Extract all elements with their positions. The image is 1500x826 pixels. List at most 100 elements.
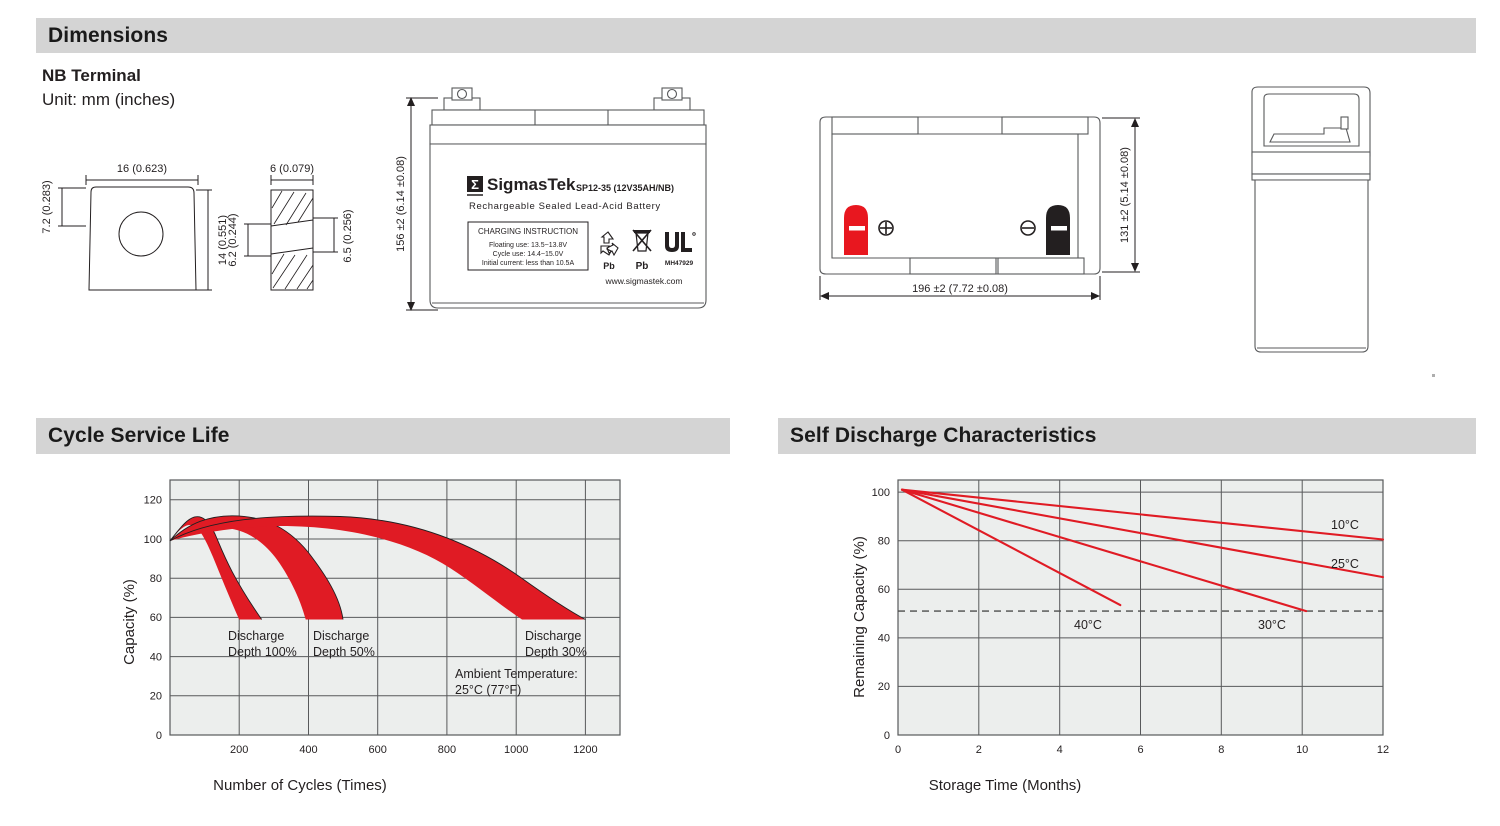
self-discharge-header-bar: Self Discharge Characteristics <box>778 418 1476 454</box>
cycle-curve-dod30 <box>169 515 586 620</box>
svg-text:20: 20 <box>878 681 890 693</box>
svg-text:1000: 1000 <box>504 744 528 756</box>
cycle-y-ticks: 120 100 80 60 40 20 0 <box>144 495 162 743</box>
brand-mark-glyph: Σ <box>471 177 479 192</box>
svg-text:40: 40 <box>878 633 890 645</box>
selfdischarge-label-10c: 10°C <box>1331 518 1359 532</box>
positive-terminal-icon <box>844 205 868 255</box>
svg-text:25°C (77°F): 25°C (77°F) <box>455 683 521 697</box>
selfdischarge-label-40c: 40°C <box>1074 618 1102 632</box>
svg-text:Depth 100%: Depth 100% <box>228 645 297 659</box>
selfdischarge-line-30c <box>900 488 1308 613</box>
no-dispose-bin-icon <box>632 229 652 252</box>
svg-text:600: 600 <box>369 744 387 756</box>
website-url: www.sigmastek.com <box>605 276 683 286</box>
recycle-label: Pb <box>603 261 615 271</box>
self-discharge-chart: 100 80 60 40 20 0 0 2 4 6 8 10 12 10°C 2… <box>840 462 1410 812</box>
svg-text:80: 80 <box>878 535 890 547</box>
battery-model: SP12-35 (12V35AH/NB) <box>576 183 674 193</box>
terminal-inner-label: 6.2 (0.244) <box>227 213 239 266</box>
svg-text:100: 100 <box>872 487 890 499</box>
svg-text:1200: 1200 <box>573 744 597 756</box>
svg-text:80: 80 <box>150 573 162 585</box>
svg-text:0: 0 <box>884 730 890 742</box>
svg-text:120: 120 <box>144 495 162 507</box>
terminal-height-label: 14 (0.551) <box>217 215 229 265</box>
svg-text:60: 60 <box>878 584 890 596</box>
svg-text:400: 400 <box>299 744 317 756</box>
selfdischarge-line-25c <box>900 488 1385 579</box>
sigmastek-logo-mark <box>467 176 483 192</box>
cycle-service-life-title: Cycle Service Life <box>48 424 230 447</box>
battery-label-block: Σ SigmasTek SP12-35 (12V35AH/NB) Recharg… <box>467 175 696 286</box>
svg-text:40: 40 <box>150 651 162 663</box>
battery-descriptor: Rechargeable Sealed Lead-Acid Battery <box>469 201 661 212</box>
battery-side-view <box>1240 84 1410 359</box>
battery-height-label: 156 ±2 (6.14 ±0.08) <box>395 156 407 252</box>
terminal-thickness-label: 6 (0.079) <box>270 163 314 175</box>
svg-text:Depth 30%: Depth 30% <box>525 645 587 659</box>
svg-text:60: 60 <box>150 612 162 624</box>
selfdischarge-label-25c: 25°C <box>1331 557 1359 571</box>
selfdischarge-line-40c <box>900 488 1122 607</box>
svg-text:Depth 50%: Depth 50% <box>313 645 375 659</box>
svg-text:Discharge: Discharge <box>313 629 369 643</box>
svg-text:2: 2 <box>976 744 982 756</box>
cycle-x-ticks: 200 400 600 800 1000 1200 <box>230 744 598 756</box>
cycle-annotation-dod30: Discharge Depth 30% <box>525 629 587 659</box>
charging-instruction-box <box>467 221 589 271</box>
charging-line-1: Cycle use: 14.4~15.0V <box>493 251 564 258</box>
negative-polarity-symbol <box>1020 220 1036 236</box>
charging-line-0: Floating use: 13.5~13.8V <box>489 242 567 249</box>
charging-line-2: Initial current: less than 10.5A <box>482 260 575 267</box>
svg-text:8: 8 <box>1218 744 1224 756</box>
ul-mark-icon <box>665 232 696 252</box>
cycle-x-axis-title: Number of Cycles (Times) <box>213 777 387 794</box>
cycle-annotation-dod100: Discharge Depth 100% <box>228 629 297 659</box>
dimensions-header-bar: Dimensions <box>36 18 1476 53</box>
cycle-y-axis-title: Capacity (%) <box>121 579 138 665</box>
svg-text:Discharge: Discharge <box>228 629 284 643</box>
svg-text:Ambient Temperature:: Ambient Temperature: <box>455 667 578 681</box>
unit-note: Unit: mm (inches) <box>42 90 176 109</box>
selfdischarge-y-axis-title: Remaining Capacity (%) <box>851 536 868 698</box>
svg-text:20: 20 <box>150 691 162 703</box>
svg-text:12: 12 <box>1377 744 1389 756</box>
cycle-service-life-header-bar: Cycle Service Life <box>36 418 730 454</box>
nb-terminal-subtitle: NB Terminal <box>42 66 141 85</box>
terminal-drawing: 16 (0.623) 7.2 (0.283) 14 (0.551) 6 (0.0… <box>36 148 386 318</box>
terminal-outer-label: 6.5 (0.256) <box>342 209 354 262</box>
battery-top-view: 196 ±2 (7.72 ±0.08) 131 ±2 (5.14 ±0.08) <box>800 100 1170 325</box>
svg-text:10: 10 <box>1296 744 1308 756</box>
svg-text:0: 0 <box>156 730 162 742</box>
negative-terminal-icon <box>1046 205 1070 255</box>
selfdischarge-x-ticks: 0 2 4 6 8 10 12 <box>895 744 1389 756</box>
positive-polarity-symbol <box>878 220 894 236</box>
svg-text:800: 800 <box>438 744 456 756</box>
svg-text:0: 0 <box>895 744 901 756</box>
cycle-service-life-chart: 120 100 80 60 40 20 0 200 400 600 800 10… <box>110 462 650 812</box>
scan-artifact-dot <box>1432 374 1435 377</box>
svg-text:4: 4 <box>1057 744 1063 756</box>
svg-text:100: 100 <box>144 534 162 546</box>
no-dispose-label: Pb <box>636 261 649 272</box>
svg-text:200: 200 <box>230 744 248 756</box>
dimensions-title: Dimensions <box>48 23 169 47</box>
svg-text:Discharge: Discharge <box>525 629 581 643</box>
terminal-top-edge-label: 7.2 (0.283) <box>41 180 53 233</box>
selfdischarge-y-ticks: 100 80 60 40 20 0 <box>872 487 890 742</box>
charging-instruction-title: CHARGING INSTRUCTION <box>478 227 578 236</box>
battery-depth-label: 131 ±2 (5.14 ±0.08) <box>1119 147 1131 243</box>
svg-text:6: 6 <box>1137 744 1143 756</box>
brand-name: SigmasTek <box>487 175 576 194</box>
recycle-icon <box>600 231 619 257</box>
battery-width-label: 196 ±2 (7.72 ±0.08) <box>912 283 1008 295</box>
battery-front-view: 156 ±2 (6.14 ±0.08) Σ SigmasTek SP12-35 … <box>395 84 746 324</box>
self-discharge-title: Self Discharge Characteristics <box>790 424 1097 447</box>
selfdischarge-line-10c <box>900 488 1385 541</box>
selfdischarge-x-axis-title: Storage Time (Months) <box>929 777 1082 794</box>
selfdischarge-label-30c: 30°C <box>1258 618 1286 632</box>
terminal-width-label: 16 (0.623) <box>117 163 167 175</box>
cycle-annotation-dod50: Discharge Depth 50% <box>313 629 375 659</box>
ul-file-number: MH47929 <box>665 260 694 267</box>
